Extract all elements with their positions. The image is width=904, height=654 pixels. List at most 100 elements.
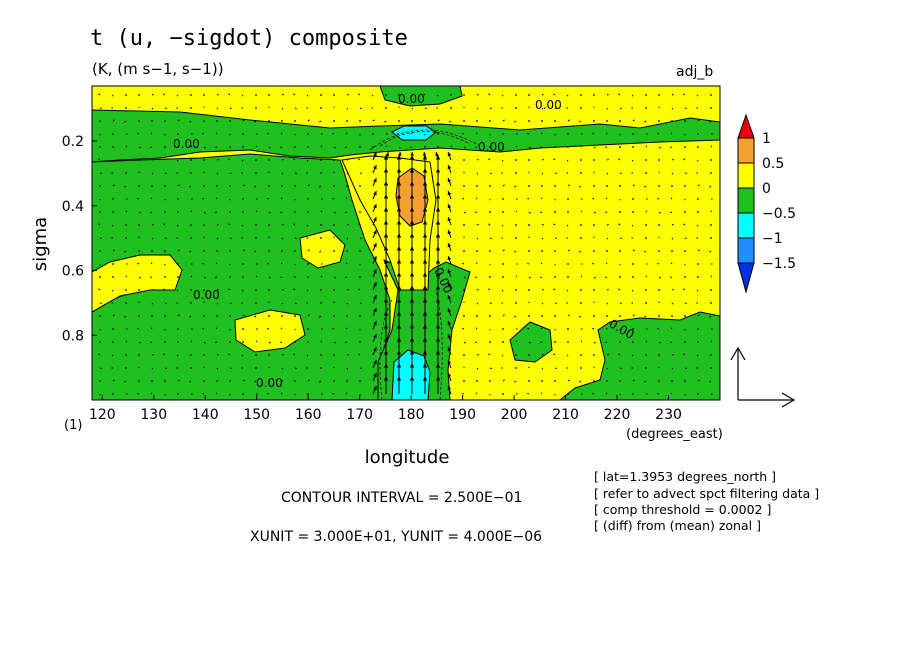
- vector-arrow: [567, 341, 569, 343]
- vector-arrow: [99, 146, 101, 148]
- vector-arrow: [345, 197, 348, 200]
- vector-arrow: [631, 224, 634, 227]
- vector-arrow: [359, 341, 361, 343]
- vector-arrow: [281, 353, 284, 356]
- vector-arrow: [447, 151, 452, 161]
- vector-arrow: [346, 367, 349, 370]
- vector-arrow: [99, 211, 101, 213]
- vector-arrow: [319, 120, 322, 123]
- vector-arrow: [306, 107, 308, 109]
- vector-arrow: [567, 146, 569, 148]
- vector-arrow: [553, 288, 556, 291]
- vector-arrow: [138, 354, 140, 356]
- vector-arrow: [447, 203, 452, 213]
- note-line: [ comp threshold = 0.0002 ]: [594, 502, 771, 517]
- vector-arrow: [567, 379, 570, 382]
- vector-arrow: [516, 263, 518, 265]
- vector-arrow: [177, 379, 180, 382]
- vector-arrow: [710, 237, 712, 239]
- vector-arrow: [307, 276, 309, 278]
- vector-arrow: [605, 132, 608, 135]
- vector-arrow: [605, 197, 608, 200]
- colorbar-label: −1: [762, 231, 783, 247]
- vector-arrow: [489, 172, 492, 175]
- vector-arrow: [319, 185, 322, 188]
- vector-arrow: [475, 146, 478, 149]
- vector-arrow: [697, 133, 699, 135]
- vector-arrow: [437, 146, 439, 148]
- vector-arrow: [268, 301, 270, 303]
- vector-arrow: [581, 328, 583, 330]
- vector-arrow: [294, 120, 296, 122]
- vector-arrow: [124, 185, 127, 188]
- vector-arrow: [112, 379, 115, 382]
- vector-arrow: [696, 224, 699, 227]
- vector-arrow: [242, 184, 245, 187]
- vector-arrow: [138, 380, 140, 382]
- vector-arrow: [580, 224, 582, 226]
- vector-arrow: [242, 276, 244, 278]
- vector-arrow: [281, 250, 283, 252]
- vector-arrow: [631, 367, 633, 369]
- vector-arrow: [631, 172, 633, 174]
- vector-arrow: [150, 392, 153, 395]
- vector-arrow: [646, 198, 648, 200]
- vector-arrow: [541, 120, 543, 122]
- vector-arrow: [697, 211, 699, 213]
- vector-arrow: [164, 367, 167, 370]
- vector-arrow: [242, 393, 244, 395]
- vector-arrow: [216, 288, 219, 291]
- vector-arrow: [606, 353, 609, 356]
- vector-arrow: [424, 107, 427, 110]
- vector-arrow: [447, 346, 452, 356]
- vector-arrow: [670, 327, 673, 330]
- vector-arrow: [203, 159, 205, 161]
- vector-arrow: [151, 158, 154, 161]
- vector-arrow: [409, 376, 415, 394]
- vector-arrow: [176, 159, 179, 162]
- vector-arrow: [476, 250, 478, 252]
- vector-arrow: [112, 393, 114, 395]
- vector-arrow: [294, 276, 296, 278]
- vector-arrow: [658, 341, 661, 344]
- vector-arrow: [567, 393, 569, 395]
- vector-arrow: [619, 134, 621, 136]
- vector-arrow: [190, 237, 192, 239]
- vector-arrow: [190, 210, 193, 213]
- vector-arrow: [164, 315, 166, 317]
- vector-arrow: [528, 354, 530, 356]
- vector-arrow: [463, 289, 465, 291]
- vector-arrow: [489, 264, 491, 266]
- vector-arrow: [554, 211, 556, 213]
- vector-arrow: [203, 289, 205, 291]
- vector-arrow: [359, 237, 362, 240]
- vector-arrow: [294, 341, 296, 343]
- vector-arrow: [475, 327, 478, 330]
- unit-info: XUNIT = 3.000E+01, YUNIT = 4.000E−06: [250, 529, 542, 545]
- vector-arrow: [242, 328, 244, 330]
- vector-arrow: [229, 146, 231, 148]
- vector-arrow: [541, 172, 544, 175]
- vector-arrow: [358, 353, 361, 356]
- chart-title: t (u, −sigdot) composite: [90, 26, 408, 51]
- vector-arrow: [645, 237, 647, 239]
- vector-arrow: [658, 354, 660, 356]
- vector-arrow: [216, 107, 219, 110]
- vector-arrow: [606, 172, 609, 175]
- vector-arrow: [203, 146, 206, 149]
- vector-arrow: [554, 315, 556, 317]
- vector-arrow: [333, 106, 335, 108]
- vector-arrow: [516, 393, 518, 395]
- vector-arrow: [294, 250, 296, 252]
- vector-arrow: [397, 132, 400, 135]
- vector-arrow: [112, 211, 114, 213]
- vector-arrow: [163, 288, 166, 291]
- vector-arrow: [202, 392, 205, 395]
- vector-arrow: [501, 94, 504, 97]
- vector-arrow: [345, 276, 348, 279]
- vector-arrow: [294, 134, 296, 136]
- vector-arrow: [242, 379, 245, 382]
- y-tick-label: 0.4: [62, 199, 84, 215]
- vector-arrow: [658, 366, 660, 368]
- vector-arrow: [280, 392, 283, 395]
